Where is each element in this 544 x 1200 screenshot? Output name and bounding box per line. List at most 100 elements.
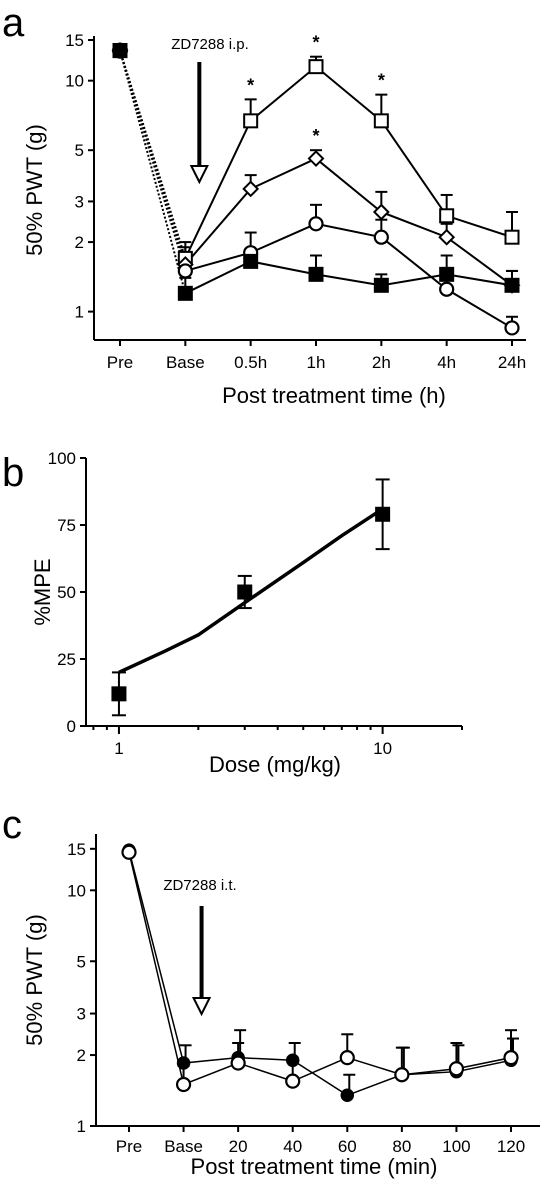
panel-a-ytick-label: 3 — [75, 192, 84, 211]
panel-c-axes: 15 10 5 3 2 1 Pre Base 20 40 60 80 100 120 — [67, 834, 540, 1156]
panel-a-series-1-point — [307, 150, 325, 167]
panel-a-xtick-label: 2h — [372, 353, 391, 372]
panel-c-series-1-point — [503, 1050, 519, 1066]
panel-a: a 50% PWT (g) Post treatment time (h) ZD… — [2, 1, 526, 408]
panel-a-series-1-point — [372, 203, 390, 221]
panel-c-arrow-head — [191, 997, 212, 1017]
panel-a-xtick-label: 1h — [307, 353, 326, 372]
panel-c-ytick-label: 15 — [67, 840, 86, 859]
panel-letter-b: b — [2, 451, 24, 495]
panel-a-xtick-label: 24h — [498, 353, 526, 372]
panel-c-series-1-line — [128, 852, 512, 1086]
panel-c-series-0-point — [285, 1053, 300, 1068]
panel-a-pre-point — [112, 42, 128, 59]
panel-c-marks — [121, 843, 519, 1103]
panel-a-significance-star: * — [312, 33, 319, 53]
panel-c-series-1-point — [339, 1050, 355, 1066]
panel-c-ytick-label: 2 — [77, 1046, 86, 1065]
panel-a-series-2-line — [185, 222, 513, 329]
panel-a-series-3-point — [439, 266, 455, 282]
panel-a-xlabel: Post treatment time (h) — [222, 383, 446, 408]
panel-b-ytick-label: 25 — [57, 650, 76, 669]
panel-c-series-1-point — [121, 844, 137, 860]
panel-a-series-0-point — [373, 113, 389, 129]
panel-b-ytick-label: 100 — [48, 449, 76, 468]
panel-b-ytick-label: 75 — [57, 516, 76, 535]
panel-a-ytick-label: 5 — [75, 141, 84, 160]
panel-b-xtick-label: 10 — [373, 739, 392, 758]
panel-a-axes: 15 10 5 3 2 1 Pre Base 0.5h 1h 2h 4h 24h — [65, 31, 526, 372]
panel-b-xtick-label: 1 — [114, 739, 123, 758]
panel-c-ytick-label: 5 — [77, 952, 86, 971]
panel-a-xtick-label: Base — [166, 353, 205, 372]
panel-a-series-3-point — [373, 277, 389, 293]
panel-a-series-3-point — [177, 285, 193, 301]
panel-c-xtick-label: 60 — [338, 1137, 357, 1156]
panel-c-series-1-point — [175, 1076, 192, 1093]
panel-c-xtick-label: 100 — [442, 1137, 470, 1156]
panel-b-xlabel: Dose (mg/kg) — [209, 752, 341, 777]
panel-b: b %MPE Dose (mg/kg) 0 25 50 75 100 1 10 — [2, 449, 463, 777]
panel-c-ytick-label: 10 — [67, 881, 86, 900]
panel-b-ytick-label: 0 — [67, 717, 76, 736]
panel-a-series-3-point — [504, 277, 520, 293]
panel-a-xtick-label: 4h — [437, 353, 456, 372]
panel-b-marks — [111, 478, 391, 717]
panel-a-ytick-label: 1 — [75, 303, 84, 322]
panel-c-series-1-point — [285, 1073, 301, 1089]
panel-a-series-2-point — [177, 263, 193, 279]
panel-a-series-0-point — [504, 229, 520, 245]
panel-c-xtick-label: Pre — [116, 1137, 142, 1156]
panel-a-marks: * * * * — [111, 33, 521, 336]
panel-b-ytick-label: 50 — [57, 583, 76, 602]
panel-a-significance-star: * — [247, 75, 254, 95]
panel-b-point — [237, 584, 253, 600]
panel-a-series-2-point — [308, 216, 324, 232]
panel-a-ytick-label: 10 — [65, 72, 84, 91]
panel-c-xtick-label: 20 — [229, 1137, 248, 1156]
panel-a-arrow-head — [189, 165, 209, 185]
panel-a-series-0-point — [308, 59, 324, 75]
panel-c-ytick-label: 1 — [77, 1117, 86, 1136]
panel-c-ylabel: 50% PWT (g) — [22, 914, 47, 1046]
panel-letter-a: a — [2, 1, 25, 45]
panel-a-series-2-point — [439, 281, 455, 297]
panel-a-annotation: ZD7288 i.p. — [171, 36, 249, 53]
panel-a-ytick-label: 2 — [75, 233, 84, 252]
panel-a-series-1-point — [242, 180, 260, 198]
panel-c-xtick-label: Base — [164, 1137, 203, 1156]
panel-a-series-3-pre-segment — [119, 50, 187, 294]
panel-a-xtick-label: Pre — [107, 353, 133, 372]
panel-b-point — [375, 506, 391, 522]
panel-c-xtick-label: 120 — [497, 1137, 525, 1156]
panel-c-series-1-point — [394, 1067, 410, 1083]
panel-a-significance-star: * — [312, 126, 319, 146]
panel-letter-c: c — [2, 803, 22, 847]
panel-c-xtick-label: 40 — [283, 1137, 302, 1156]
panel-a-series-2-pre-segment — [119, 50, 187, 272]
panel-b-ylabel: %MPE — [30, 558, 55, 625]
panel-a-series-0-point — [439, 208, 455, 224]
panel-c: c 50% PWT (g) Post treatment time (min) … — [2, 803, 540, 1179]
panel-c-series-0-point — [340, 1088, 355, 1103]
panel-a-significance-star: * — [378, 71, 385, 91]
panel-c-series-1-point — [230, 1055, 246, 1071]
panel-a-series-2-point — [504, 320, 520, 336]
panel-a-series-3-point — [243, 253, 259, 269]
panel-c-xlabel: Post treatment time (min) — [191, 1154, 438, 1179]
panel-a-series-1-line — [184, 157, 513, 287]
panel-a-series-0-point — [243, 113, 259, 129]
panel-b-axes: 0 25 50 75 100 1 10 — [48, 449, 463, 758]
panel-c-series-0-line — [128, 849, 512, 1097]
panel-c-series-1-point — [448, 1061, 465, 1077]
panel-a-series-1-point — [438, 228, 456, 246]
panel-a-ylabel: 50% PWT (g) — [22, 124, 47, 256]
panel-c-ytick-label: 3 — [77, 1005, 86, 1024]
panel-c-series-0-point — [176, 1056, 191, 1070]
panel-a-ytick-label: 15 — [65, 31, 84, 50]
panel-a-series-0-line — [184, 65, 513, 259]
panel-c-annotation: ZD7288 i.t. — [163, 877, 236, 894]
panel-a-series-2-point — [373, 229, 389, 245]
panel-a-series-3-line — [184, 260, 513, 295]
